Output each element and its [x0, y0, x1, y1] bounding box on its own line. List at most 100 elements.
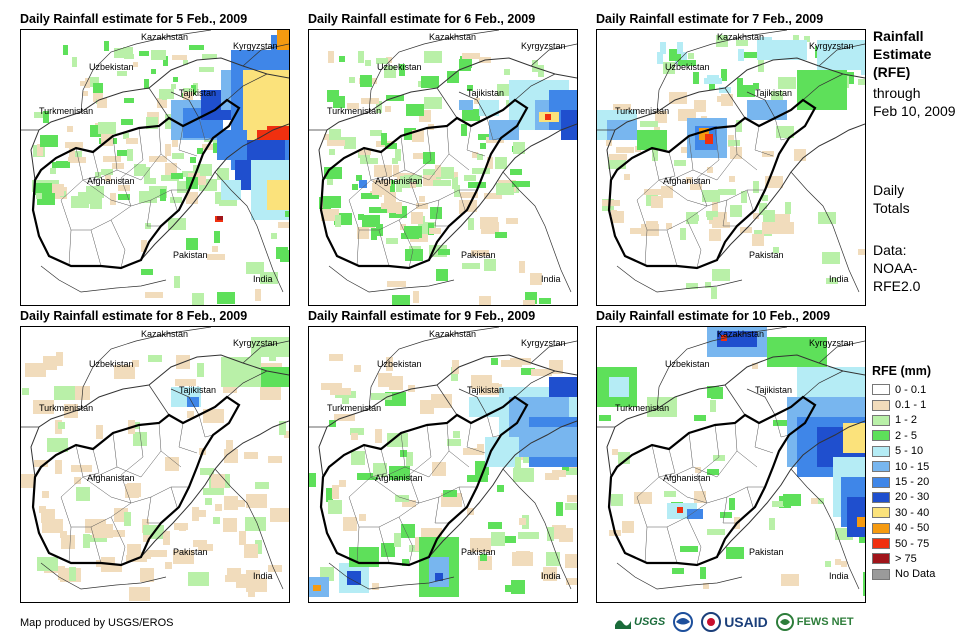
rainfall-grid: Kazakhstan Kyrgyzstan Uzbekistan Tajikistan…	[21, 327, 289, 601]
rainfall-cell	[611, 210, 617, 216]
country-label-uzbekistan: Uzbekistan	[377, 359, 422, 369]
rainfall-cell	[400, 224, 406, 230]
rainfall-cell	[512, 181, 530, 187]
rainfall-cell	[677, 42, 683, 54]
rainfall-cell	[609, 154, 627, 160]
afghanistan-border	[319, 395, 529, 567]
country-boundary	[458, 388, 488, 416]
province-boundary	[82, 448, 100, 478]
rainfall-cell	[213, 517, 220, 524]
country-boundary	[802, 73, 844, 101]
rainfall-cell	[495, 232, 507, 238]
rainfall-cell	[694, 415, 706, 421]
rainfall-cell	[543, 567, 557, 581]
legend-item: 2 - 5	[872, 428, 935, 443]
legend-label: 40 - 50	[895, 522, 930, 535]
province-boundary	[696, 424, 720, 504]
rainfall-cell	[497, 84, 509, 96]
province-boundary	[692, 450, 738, 478]
rainfall-cell	[618, 452, 630, 464]
map-credit: Map produced by USGS/EROS	[20, 617, 174, 629]
country-boundary	[428, 123, 577, 261]
rainfall-cell	[651, 196, 663, 208]
rainfall-cell	[98, 122, 116, 134]
province-boundary	[90, 526, 102, 564]
legend-item: 10 - 15	[872, 459, 935, 474]
rainfall-cell	[193, 540, 207, 547]
legend-item: 40 - 50	[872, 521, 935, 536]
province-boundary	[486, 117, 502, 141]
rainfall-cell	[539, 298, 551, 304]
rainfall-cell	[54, 386, 75, 400]
rainfall-cell	[344, 137, 356, 149]
rainfall-cell	[783, 494, 801, 506]
rainfall-cell	[238, 500, 245, 507]
rainfall-cell	[740, 227, 752, 233]
rainfall-cell	[519, 427, 577, 457]
rainfall-cell	[360, 75, 372, 87]
rainfall-cell	[518, 532, 539, 539]
country-boundary	[436, 87, 458, 119]
province-boundary	[178, 125, 198, 157]
country-label-tajikistan: Tajikistan	[179, 385, 216, 395]
legend-swatch	[872, 461, 890, 473]
rainfall-cell	[381, 543, 395, 557]
rainfall-cell	[686, 177, 692, 183]
rainfall-cell	[424, 97, 442, 109]
rainfall-cell	[202, 54, 217, 59]
rainfall-cell	[223, 518, 237, 532]
rainfall-cell	[680, 228, 686, 240]
rainfall-cell	[758, 60, 764, 72]
rainfall-cell	[502, 536, 516, 543]
rainfall-cell	[664, 491, 676, 497]
rainfall-cell	[375, 429, 382, 443]
rainfall-cell	[360, 158, 378, 164]
country-boundary	[140, 420, 289, 558]
rainfall-cell	[192, 293, 204, 305]
rainfall-cell	[203, 488, 224, 495]
rainfall-cell	[738, 49, 744, 61]
province-boundary	[110, 516, 126, 566]
rainfall-cell	[389, 376, 403, 390]
rainfall-cell	[221, 357, 261, 387]
rainfall-cell	[165, 163, 177, 175]
rainfall-cell	[769, 518, 775, 530]
rainfall-cell	[718, 189, 736, 195]
rainfall-cell	[212, 246, 218, 252]
rainfall-cell	[137, 552, 151, 559]
rainfall-cell	[55, 460, 62, 474]
rainfall-cell	[89, 77, 99, 87]
country-boundary	[140, 123, 289, 261]
legend-item: > 75	[872, 551, 935, 566]
rainfall-cell	[326, 488, 333, 502]
rainfall-cell	[471, 375, 492, 389]
rainfall-cell	[655, 111, 667, 123]
rainfall-cell	[105, 175, 111, 181]
province-boundary	[466, 125, 486, 157]
rainfall-cell	[244, 452, 258, 459]
rainfall-cell	[199, 67, 214, 72]
rainfall-cell	[165, 457, 179, 471]
rainfall-cell	[479, 296, 491, 305]
rainfall-cell	[65, 142, 83, 148]
rainfall-cell	[705, 282, 711, 288]
legend-label: 15 - 20	[895, 476, 930, 489]
country-label-kyrgyzstan: Kyrgyzstan	[233, 41, 278, 51]
rainfall-cell	[96, 425, 103, 439]
rainfall-cell	[404, 175, 422, 187]
rainfall-cell	[370, 130, 382, 136]
province-boundary	[774, 414, 790, 438]
rainfall-cell	[214, 231, 220, 243]
rainfall-cell	[460, 192, 478, 198]
rainfall-cell	[861, 69, 865, 75]
boundaries	[309, 327, 577, 590]
rainfall-cell	[198, 544, 212, 551]
country-boundary	[436, 384, 458, 416]
rainfall-cell	[565, 554, 577, 568]
rainfall-cell	[328, 51, 334, 63]
country-boundary	[818, 340, 865, 364]
rainfall-cell	[561, 110, 577, 140]
legend-item: 30 - 40	[872, 505, 935, 520]
rainfall-cell	[474, 98, 480, 104]
rainfall-cell	[126, 138, 138, 144]
